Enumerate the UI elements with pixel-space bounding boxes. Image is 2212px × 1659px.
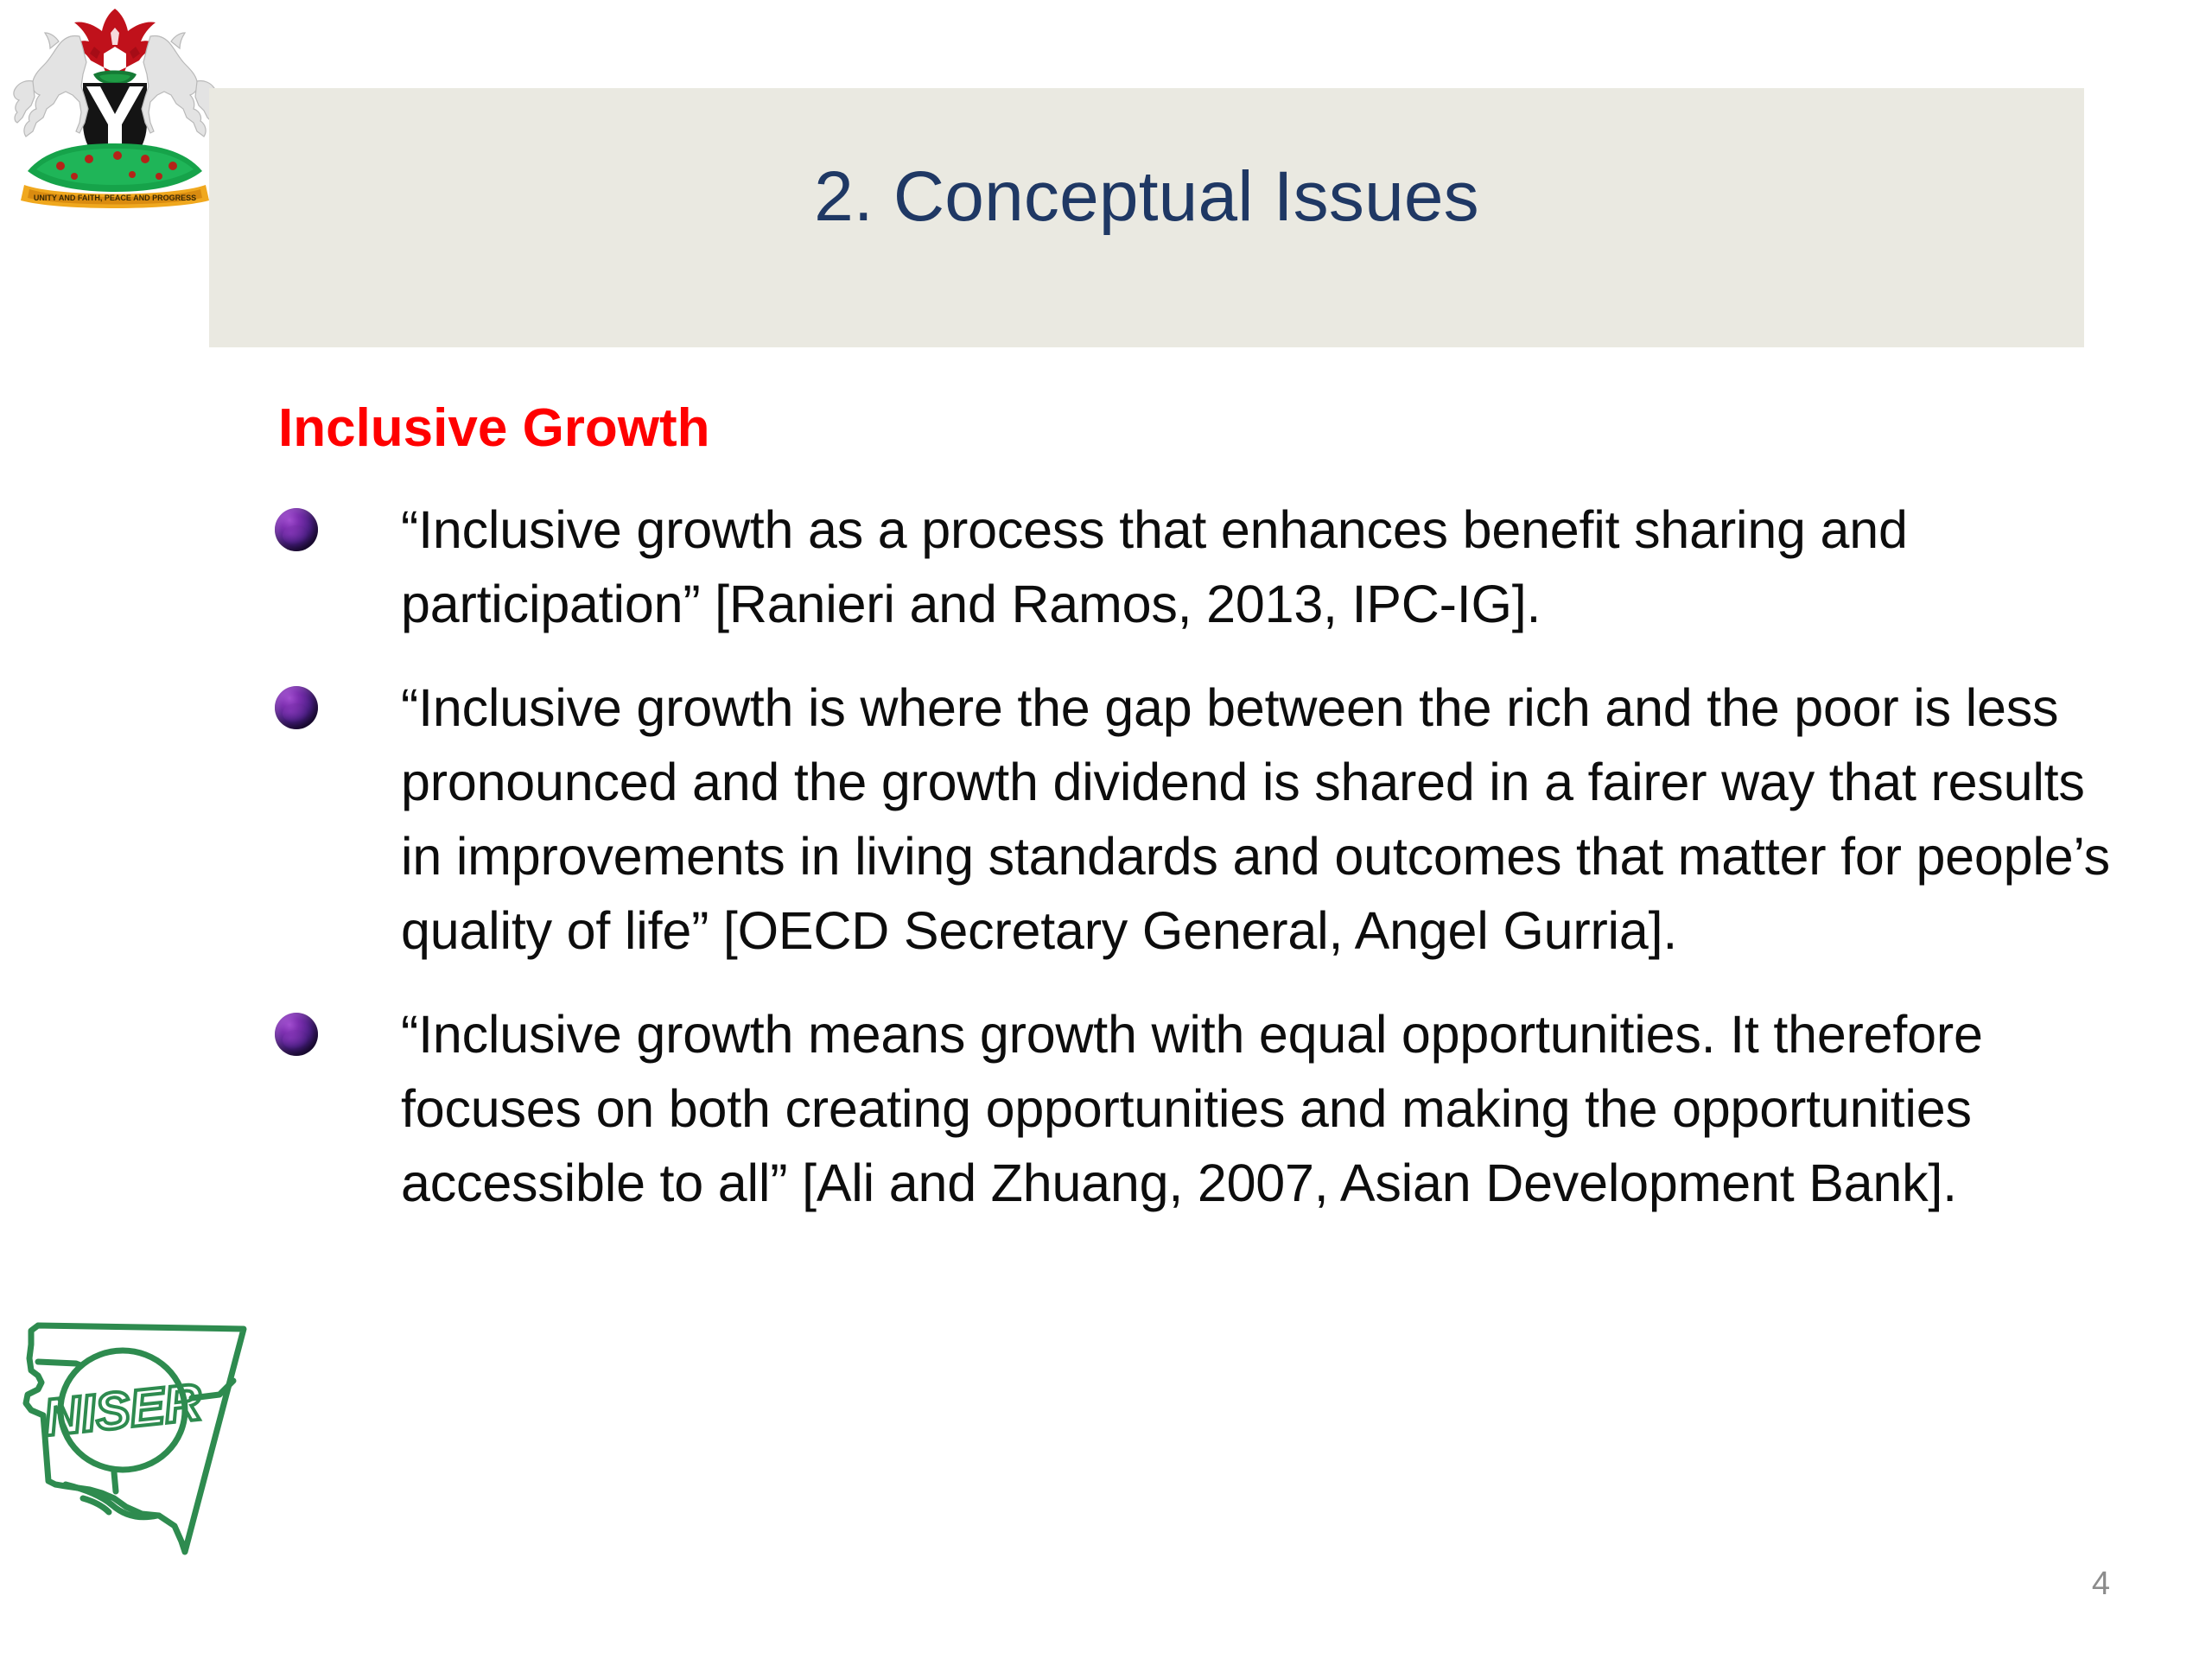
page-title: 2. Conceptual Issues: [814, 157, 1479, 236]
svg-text:UNITY AND FAITH, PEACE AND PRO: UNITY AND FAITH, PEACE AND PROGRESS: [34, 194, 196, 202]
purple-sphere-bullet-icon: [275, 686, 318, 729]
page-number: 4: [2091, 1566, 2110, 1602]
purple-sphere-bullet-icon: [275, 508, 318, 551]
niser-logo-icon: NISER: [12, 1267, 289, 1560]
list-item: “Inclusive growth is where the gap betwe…: [0, 671, 2212, 968]
list-item-text: “Inclusive growth is where the gap betwe…: [401, 678, 2110, 960]
title-band: [209, 88, 2084, 347]
list-item: “Inclusive growth means growth with equa…: [0, 997, 2212, 1220]
list-item-text: “Inclusive growth as a process that enha…: [401, 500, 1908, 633]
nigeria-coat-of-arms-icon: UNITY AND FAITH, PEACE AND PROGRESS: [7, 2, 223, 209]
list-item-text: “Inclusive growth means growth with equa…: [401, 1005, 1983, 1212]
section-heading: Inclusive Growth: [278, 398, 710, 458]
purple-sphere-bullet-icon: [275, 1013, 318, 1056]
bullet-list: “Inclusive growth as a process that enha…: [0, 493, 2212, 1249]
list-item: “Inclusive growth as a process that enha…: [0, 493, 2212, 641]
